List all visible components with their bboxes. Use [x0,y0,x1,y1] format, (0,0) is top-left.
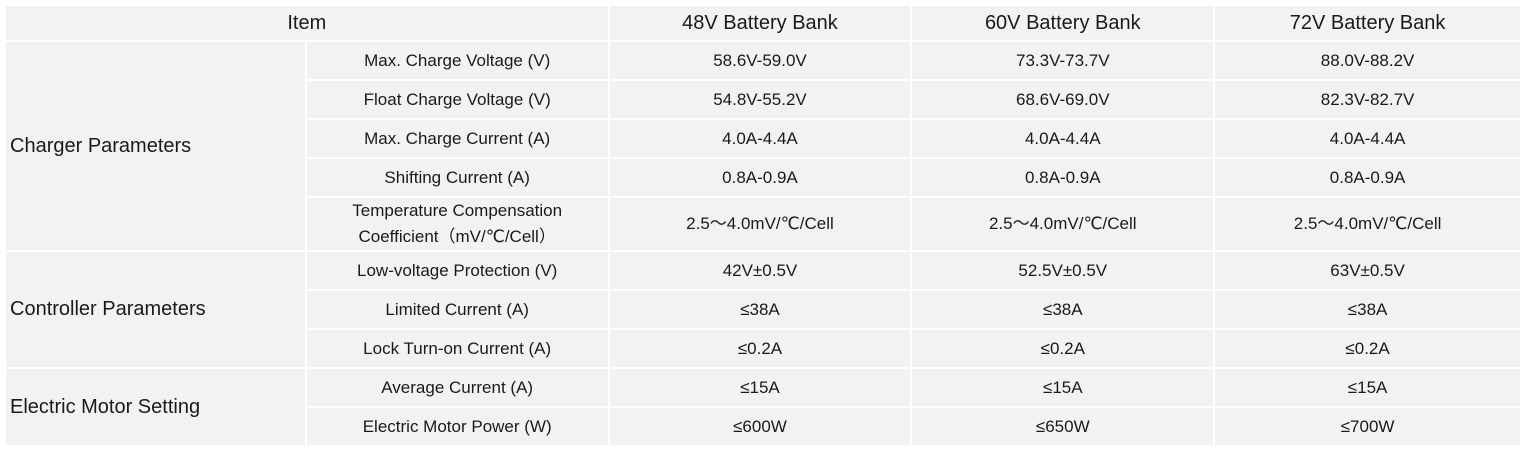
group-label-motor: Electric Motor Setting [6,369,305,445]
value-cell: 2.5～4.0mV/℃/Cell [912,198,1214,250]
table-row: Charger Parameters Max. Charge Voltage (… [6,42,1520,250]
value-cell: ≤0.2A [1215,330,1520,367]
param-label: Electric Motor Power (W) [306,408,608,445]
column-header-48v: 48V Battery Bank [609,6,911,40]
table-row: Float Charge Voltage (V) 54.8V-55.2V 68.… [6,81,1520,118]
value-cell: 54.8V-55.2V [609,81,911,118]
value-cell: 88.0V-88.2V [1215,42,1520,79]
param-label-line: Coefficient（mV/℃/Cell） [358,227,556,246]
value-cell: ≤15A [912,369,1214,406]
value-cell: 0.8A-0.9A [912,159,1214,196]
param-label: Max. Charge Voltage (V) [306,42,608,79]
param-label-line: Temperature Compensation [352,201,563,220]
value-cell: ≤0.2A [912,330,1214,367]
value-cell: 2.5～4.0mV/℃/Cell [609,198,911,250]
param-label: Max. Charge Current (A) [306,120,608,157]
value-cell: 82.3V-82.7V [1215,81,1520,118]
value-cell: 52.5V±0.5V [912,252,1214,289]
value-cell: 42V±0.5V [609,252,911,289]
param-label: Shifting Current (A) [306,159,608,196]
value-cell: 58.6V-59.0V [609,42,911,79]
value-cell: 4.0A-4.4A [609,120,911,157]
value-cell: ≤700W [1215,408,1520,445]
value-cell: 68.6V-69.0V [912,81,1214,118]
group-label-charger: Charger Parameters [6,42,305,250]
table-row: Lock Turn-on Current (A) ≤0.2A ≤0.2A ≤0.… [6,330,1520,367]
table-row: Max. Charge Current (A) 4.0A-4.4A 4.0A-4… [6,120,1520,157]
table-row: Limited Current (A) ≤38A ≤38A ≤38A [6,291,1520,328]
value-cell: 63V±0.5V [1215,252,1520,289]
table-row: Shifting Current (A) 0.8A-0.9A 0.8A-0.9A… [6,159,1520,196]
value-cell: 0.8A-0.9A [609,159,911,196]
table-row: Controller Parameters Low-voltage Protec… [6,252,1520,367]
header-row: Item 48V Battery Bank 60V Battery Bank 7… [6,6,1520,40]
param-label: Lock Turn-on Current (A) [306,330,608,367]
value-cell: 2.5～4.0mV/℃/Cell [1215,198,1520,250]
table-row: Electric Motor Power (W) ≤600W ≤650W ≤70… [6,408,1520,445]
column-header-60v: 60V Battery Bank [912,6,1214,40]
param-label: Low-voltage Protection (V) [306,252,608,289]
value-cell: 0.8A-0.9A [1215,159,1520,196]
param-label: Limited Current (A) [306,291,608,328]
value-cell: ≤15A [609,369,911,406]
group-label-controller: Controller Parameters [6,252,305,367]
value-cell: ≤38A [609,291,911,328]
value-cell: 4.0A-4.4A [912,120,1214,157]
column-header-72v: 72V Battery Bank [1215,6,1520,40]
item-header: Item [6,6,608,40]
battery-spec-table: Item 48V Battery Bank 60V Battery Bank 7… [4,4,1522,447]
value-cell: ≤600W [609,408,911,445]
table-row: Electric Motor Setting Average Current (… [6,369,1520,445]
param-label: Float Charge Voltage (V) [306,81,608,118]
value-cell: ≤38A [1215,291,1520,328]
value-cell: 4.0A-4.4A [1215,120,1520,157]
value-cell: ≤650W [912,408,1214,445]
value-cell: ≤0.2A [609,330,911,367]
value-cell: 73.3V-73.7V [912,42,1214,79]
param-label: Average Current (A) [306,369,608,406]
table-row: Temperature Compensation Coefficient（mV/… [6,198,1520,250]
value-cell: ≤38A [912,291,1214,328]
param-label: Temperature Compensation Coefficient（mV/… [306,198,608,250]
value-cell: ≤15A [1215,369,1520,406]
